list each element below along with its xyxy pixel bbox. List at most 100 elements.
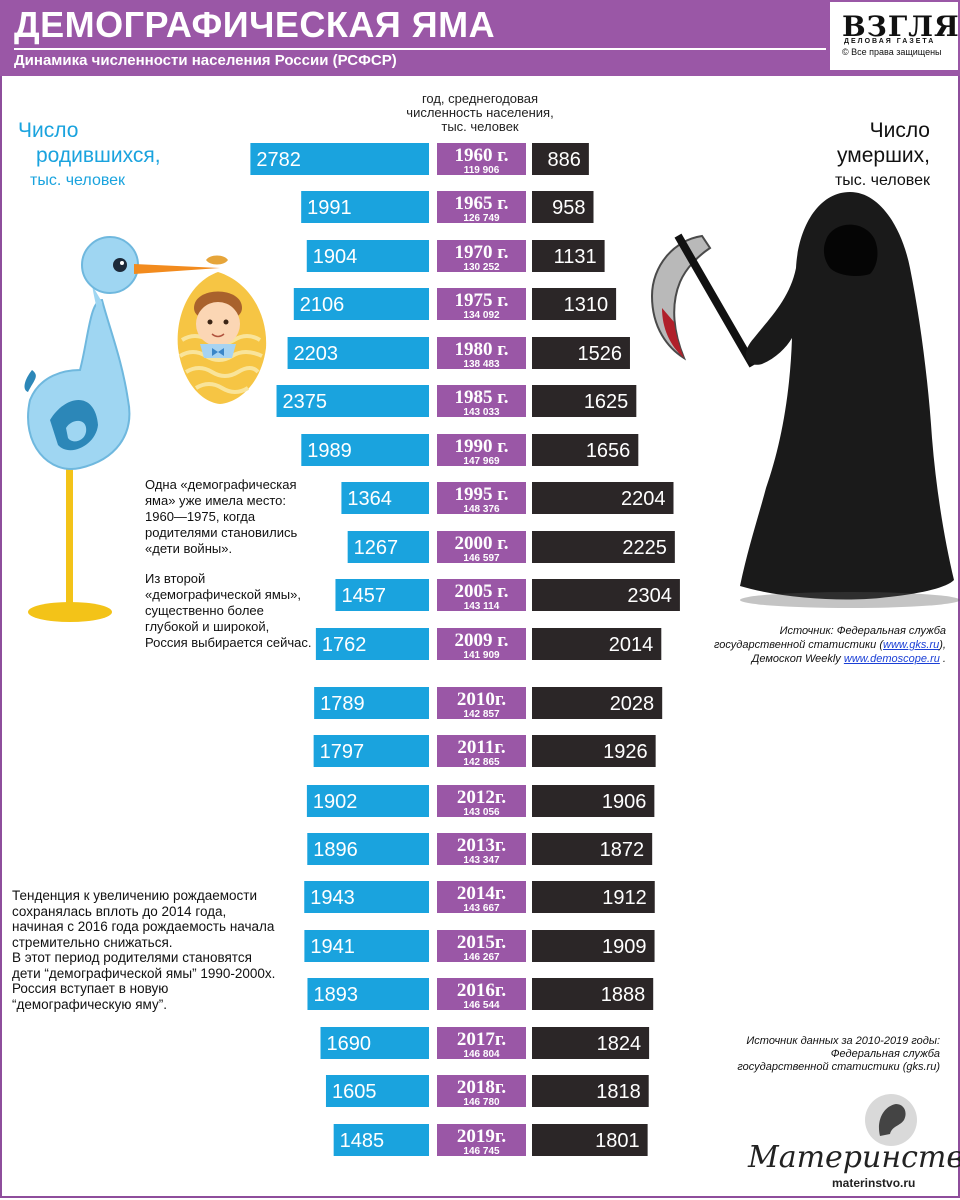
- year-label: 1990 г.: [455, 436, 509, 457]
- population-label: 143 056: [463, 807, 500, 818]
- year-label: 1960 г.: [455, 145, 509, 166]
- page-title: ДЕМОГРАФИЧЕСКАЯ ЯМА: [14, 4, 496, 45]
- births-bar: [306, 240, 429, 272]
- stork-beak: [134, 264, 220, 274]
- year-label: 1995 г.: [455, 484, 509, 505]
- deaths-value-label: 1310: [564, 294, 609, 316]
- year-box: [437, 482, 526, 514]
- reaper-ground-shadow: [740, 592, 960, 608]
- births-value-label: 1690: [327, 1033, 372, 1055]
- note-first-pit-text: Одна «демографическая яма» уже имела мес…: [145, 477, 298, 556]
- births-bar: [315, 628, 429, 660]
- births-bar: [313, 735, 429, 767]
- births-bar: [287, 337, 429, 369]
- reaper-hood: [823, 224, 878, 276]
- population-label: 143 114: [464, 601, 500, 612]
- deaths-bar: [532, 687, 663, 719]
- stork-eye-highlight: [120, 261, 124, 265]
- births-bar: [301, 434, 429, 466]
- year-box: [437, 735, 526, 767]
- births-value-label: 1991: [307, 197, 352, 219]
- deaths-value-label: 2028: [610, 693, 655, 715]
- grim-reaper-illustration: [650, 192, 960, 608]
- year-label: 2012г.: [457, 787, 506, 808]
- stork-illustration: [24, 236, 267, 622]
- births-bar: [293, 288, 429, 320]
- population-label: 126 749: [463, 213, 500, 224]
- deaths-bar: [532, 735, 656, 767]
- year-box: [437, 1075, 526, 1107]
- baby-eye-left: [207, 319, 213, 325]
- population-label: 143 033: [463, 407, 500, 418]
- births-value-label: 1762: [322, 634, 367, 656]
- deaths-bar: [532, 1124, 648, 1156]
- births-bar: [307, 833, 429, 865]
- deaths-bar: [532, 628, 662, 660]
- deaths-bar: [532, 240, 605, 272]
- year-label: 2005 г.: [455, 581, 509, 602]
- year-box: [437, 337, 526, 369]
- watermark-name: Материнство: [748, 1140, 960, 1175]
- header-banner: ДЕМОГРАФИЧЕСКАЯ ЯМА Динамика численности…: [0, 0, 960, 76]
- births-value-label: 1485: [340, 1130, 385, 1152]
- gks-link[interactable]: www.gks.ru: [883, 639, 940, 651]
- baby-eye-right: [223, 319, 229, 325]
- births-label-l2: родившихся,: [36, 144, 161, 167]
- year-label: 2010г.: [457, 689, 506, 710]
- births-bar: [347, 531, 429, 563]
- year-box: [437, 930, 526, 962]
- births-value-label: 1941: [310, 936, 355, 958]
- scythe-handle: [674, 233, 757, 368]
- births-bar: [325, 1075, 429, 1107]
- births-bar: [250, 143, 429, 175]
- deaths-value-label: 1912: [602, 887, 647, 909]
- year-label: 2016г.: [457, 980, 506, 1001]
- population-label: 146 597: [463, 553, 500, 564]
- year-label: 1985 г.: [455, 387, 509, 408]
- births-value-label: 1267: [354, 537, 399, 559]
- population-label: 146 780: [463, 1097, 500, 1108]
- bundle-knot: [206, 255, 228, 265]
- page-subtitle: Динамика численности населения России (Р…: [14, 52, 397, 69]
- deaths-value-label: 958: [552, 197, 585, 219]
- year-box: [437, 628, 526, 660]
- baby-bow: [212, 348, 224, 356]
- births-bar: [276, 385, 429, 417]
- deaths-bar: [532, 579, 680, 611]
- population-label: 147 969: [463, 456, 500, 467]
- deaths-bar: [532, 531, 675, 563]
- note-second-pit-text: Из второй «демографической ямы», существ…: [145, 571, 312, 650]
- population-label: 141 909: [463, 650, 500, 661]
- births-value-label: 1457: [341, 585, 386, 607]
- baby-collar: [200, 344, 236, 358]
- stork-leg: [66, 435, 73, 613]
- deaths-bar: [532, 833, 653, 865]
- births-bar: [333, 1124, 429, 1156]
- year-box: [437, 1027, 526, 1059]
- source-note-2: Источник данных за 2010-2019 годы: Федер…: [737, 1035, 940, 1073]
- year-label: 1970 г.: [455, 242, 509, 263]
- deaths-value-label: 1926: [603, 741, 648, 763]
- reaper-cloak: [740, 192, 954, 600]
- deaths-bar: [532, 288, 617, 320]
- deaths-value-label: 1656: [586, 440, 631, 462]
- population-label: 146 267: [463, 952, 500, 963]
- births-value-label: 1943: [310, 887, 355, 909]
- births-value-label: 1605: [332, 1081, 377, 1103]
- deaths-bar: [532, 143, 589, 175]
- deaths-value-label: 1801: [595, 1130, 640, 1152]
- deaths-bar: [532, 881, 655, 913]
- births-bar: [320, 1027, 429, 1059]
- year-label: 2014г.: [457, 883, 506, 904]
- deaths-bar: [532, 337, 630, 369]
- population-label: 142 857: [463, 709, 500, 720]
- births-bar: [304, 881, 429, 913]
- year-box: [437, 191, 526, 223]
- deaths-bar: [532, 385, 637, 417]
- population-label: 146 745: [463, 1146, 500, 1157]
- deaths-value-label: 1818: [596, 1081, 641, 1103]
- demoscope-link[interactable]: www.demoscope.ru: [843, 653, 940, 665]
- year-box: [437, 531, 526, 563]
